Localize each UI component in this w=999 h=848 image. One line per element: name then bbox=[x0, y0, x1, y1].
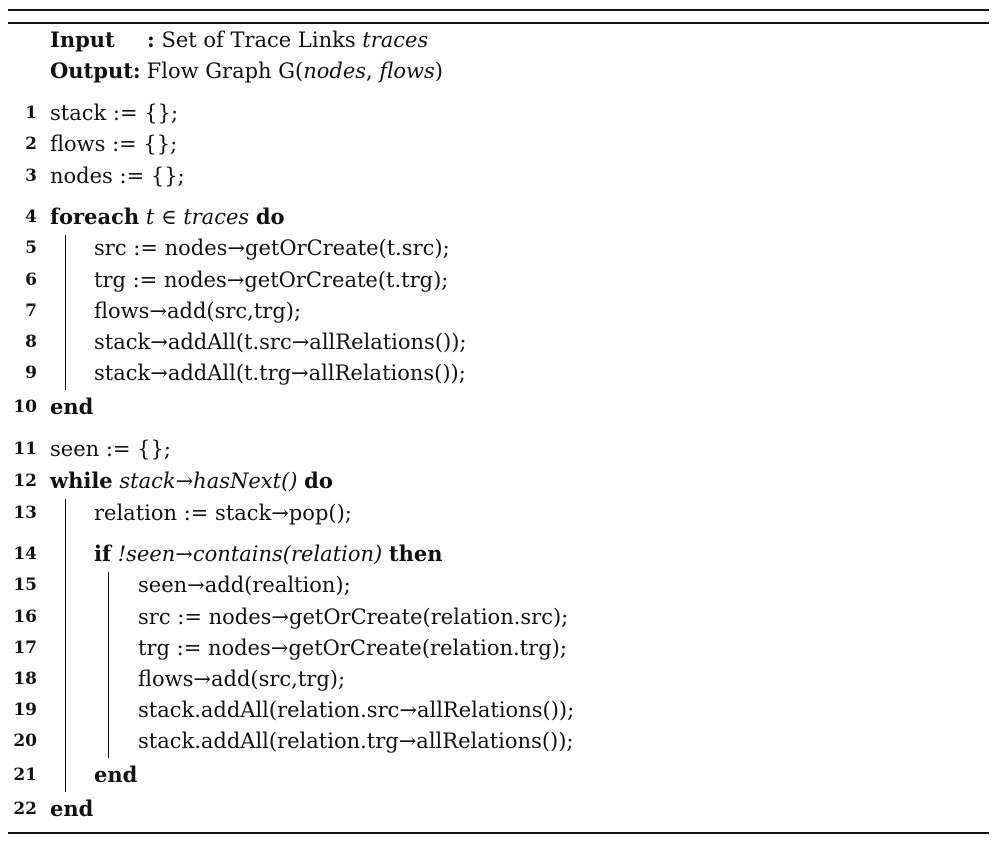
code-text: trg := nodes→getOrCreate(relation.trg); bbox=[138, 636, 567, 660]
output-text: Flow Graph G( bbox=[146, 59, 304, 83]
input-sep: : bbox=[147, 27, 155, 52]
keyword-end: end bbox=[50, 796, 94, 821]
input-var: traces bbox=[362, 28, 429, 52]
input-text: Set of Trace Links bbox=[161, 28, 356, 52]
code-text: src := nodes→getOrCreate(relation.src); bbox=[138, 605, 569, 629]
line-number: 13 bbox=[13, 503, 37, 523]
line-number: 9 bbox=[25, 363, 37, 383]
keyword-while: while bbox=[50, 468, 113, 493]
line-number: 20 bbox=[13, 731, 37, 751]
line-number: 10 bbox=[13, 397, 37, 417]
keyword-end: end bbox=[94, 762, 138, 787]
line-number: 1 bbox=[25, 103, 37, 123]
code-text: src := nodes→getOrCreate(t.src); bbox=[94, 236, 450, 260]
line-number: 8 bbox=[25, 332, 37, 352]
code-text: flows→add(src,trg); bbox=[94, 299, 302, 323]
code-text: while stack→hasNext() do bbox=[50, 467, 333, 495]
code-text: flows→add(src,trg); bbox=[138, 667, 346, 691]
line-number: 15 bbox=[13, 575, 37, 595]
line-number: 18 bbox=[13, 669, 37, 689]
input-label: Input bbox=[50, 27, 115, 52]
element-of: ∈ bbox=[160, 205, 177, 229]
bottom-rule bbox=[8, 832, 989, 834]
input-line: Input: Set of Trace Links traces bbox=[50, 27, 428, 53]
keyword-do: do bbox=[304, 468, 333, 493]
line-number: 19 bbox=[13, 700, 37, 720]
output-close: ) bbox=[434, 59, 443, 83]
output-line: Output: Flow Graph G(nodes, flows) bbox=[50, 58, 443, 84]
line-number: 5 bbox=[25, 238, 37, 258]
line-number: 17 bbox=[13, 638, 37, 658]
loop-collection: traces bbox=[183, 205, 250, 229]
code-text: stack→addAll(t.src→allRelations()); bbox=[94, 330, 467, 354]
output-var-nodes: nodes bbox=[303, 59, 367, 83]
code-text: stack.addAll(relation.src→allRelations()… bbox=[138, 698, 575, 722]
line-number: 2 bbox=[25, 134, 37, 154]
code-text: flows := {}; bbox=[50, 132, 178, 156]
code-text: stack→addAll(t.trg→allRelations()); bbox=[94, 361, 466, 385]
output-comma: , bbox=[366, 59, 380, 83]
header-rule bbox=[8, 22, 989, 24]
code-text: foreach t ∈ traces do bbox=[50, 203, 285, 231]
keyword-then: then bbox=[388, 541, 443, 566]
if-condition: !seen→contains(relation) bbox=[117, 542, 383, 566]
code-text: stack.addAll(relation.trg→allRelations()… bbox=[138, 729, 574, 753]
code-text: seen→add(realtion); bbox=[138, 573, 351, 597]
line-number: 7 bbox=[25, 301, 37, 321]
line-number: 21 bbox=[13, 765, 37, 785]
line-number: 6 bbox=[25, 270, 37, 290]
line-number: 3 bbox=[25, 166, 37, 186]
loop-var: t bbox=[145, 205, 155, 229]
line-number: 4 bbox=[25, 207, 37, 227]
output-label: Output: bbox=[50, 58, 141, 83]
while-condition: stack→hasNext() bbox=[119, 469, 298, 493]
line-number: 14 bbox=[13, 544, 37, 564]
line-number: 22 bbox=[13, 799, 37, 819]
foreach-block-bar bbox=[65, 235, 66, 390]
keyword-do: do bbox=[255, 204, 285, 229]
keyword-foreach: foreach bbox=[50, 204, 140, 229]
code-text: trg := nodes→getOrCreate(t.trg); bbox=[94, 268, 449, 292]
output-var-flows: flows bbox=[379, 59, 435, 83]
if-block-bar bbox=[108, 572, 109, 758]
line-number: 11 bbox=[13, 439, 37, 459]
keyword-end: end bbox=[50, 394, 94, 419]
code-text: nodes := {}; bbox=[50, 164, 185, 188]
code-text: relation := stack→pop(); bbox=[94, 501, 352, 525]
line-number: 12 bbox=[13, 471, 37, 491]
keyword-if: if bbox=[94, 541, 112, 566]
code-text: seen := {}; bbox=[50, 437, 171, 461]
code-text: if !seen→contains(relation) then bbox=[94, 540, 443, 568]
line-number: 16 bbox=[13, 607, 37, 627]
code-text: stack := {}; bbox=[50, 101, 179, 125]
while-block-bar bbox=[65, 499, 66, 792]
top-rule bbox=[8, 9, 989, 11]
